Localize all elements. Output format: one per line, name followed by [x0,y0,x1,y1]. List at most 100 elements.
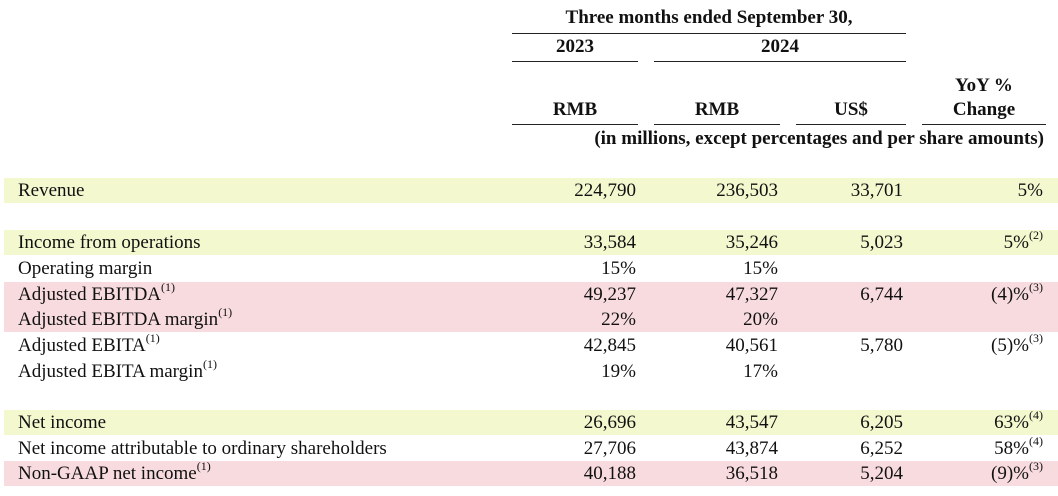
yoy-value: 5% [1003,232,1029,253]
yoy-value: 63% [994,412,1029,433]
cell-yoy-change: (4)%(3) [991,279,1043,307]
table-row: Revenue 224,790 236,503 33,701 5% [0,178,1058,203]
row-label: Revenue [18,178,84,203]
footnote-ref: (3) [1029,279,1043,294]
cell-rmb-2023: 42,845 [583,335,636,356]
cell-rmb-2024: 15% [743,258,778,279]
year-2024-rule [654,61,906,62]
cell-yoy-change: (9)%(3) [991,458,1043,486]
cell-rmb-2024: 40,561 [725,335,778,356]
cell-rmb-2023: 19% [601,361,636,382]
period-title-rule [512,33,906,34]
cell-rmb-2024: 43,547 [725,412,778,433]
yoy-value: 58% [994,438,1029,459]
table-row: Operating margin 15% 15% [0,256,1058,281]
cell-rmb-2023: 40,188 [583,463,636,484]
row-highlight [4,410,1058,435]
table-row: Net income 26,696 43,547 6,205 63%(4) [0,407,1058,435]
row-label-text: Adjusted EBITA [18,335,146,356]
cell-rmb-2023: 22% [601,309,636,330]
row-label-text: Adjusted EBITA margin [18,361,203,382]
table-row: Adjusted EBITA margin(1) 19% 17% [0,356,1058,384]
cell-rmb-2024: 20% [743,309,778,330]
col-usd-rule [796,124,906,125]
cell-rmb-2023: 49,237 [583,284,636,305]
cell-usd: 33,701 [850,180,903,201]
cell-yoy-change: (5)%(3) [991,330,1043,358]
cell-rmb-2024: 47,327 [725,284,778,305]
row-label: Income from operations [18,230,201,255]
table-row: Adjusted EBITDA(1) 49,237 47,327 6,744 (4)%(… [0,279,1058,307]
footnote-ref: (2) [1029,227,1043,242]
col-rmb-2024-rule [654,124,780,125]
cell-rmb-2023: 26,696 [583,412,636,433]
row-label-text: Adjusted EBITDA [18,284,162,305]
row-highlight [4,230,1058,255]
cell-usd: 5,780 [860,335,903,356]
footnote-ref: (4) [1029,407,1043,422]
yoy-value: (9)% [991,463,1029,484]
cell-rmb-2024: 35,246 [725,232,778,253]
row-label: Operating margin [18,256,152,281]
row-label-text: Adjusted EBITDA margin [18,309,219,330]
row-label-text: Income from operations [18,232,201,253]
footnote-ref: (1) [161,279,176,294]
table-row: Non-GAAP net income(1) 40,188 36,518 5,204 (… [0,458,1058,486]
year-2024-label: 2024 [761,36,799,57]
col-rmb-2023-rule [512,124,638,125]
row-label-text: Operating margin [18,258,153,279]
row-highlight [4,178,1058,203]
yoy-header-line2: Change [952,99,1016,120]
row-label: Non-GAAP net income(1) [18,458,211,486]
row-label: Net income [18,410,106,435]
cell-usd: 6,205 [860,412,903,433]
row-label-text: Revenue [18,180,85,201]
yoy-value: (5)% [991,335,1029,356]
cell-yoy-change: 5%(2) [1003,227,1043,255]
cell-usd: 6,744 [860,284,903,305]
row-label-text: Net income attributable to ordinary shar… [18,438,387,459]
table-row: Net income attributable to ordinary shar… [0,433,1058,461]
yoy-value: 5% [1017,180,1043,201]
footnote-ref: (3) [1029,458,1043,473]
table-row: Adjusted EBITDA margin(1) 22% 20% [0,304,1058,332]
cell-rmb-2024: 43,874 [725,438,778,459]
row-label-text: Net income [18,412,107,433]
col-rmb-2024-header: RMB [694,99,740,120]
cell-usd: 5,023 [860,232,903,253]
row-highlight [4,307,1058,332]
col-usd-header: US$ [834,99,868,120]
yoy-header-rule [922,124,1046,125]
row-label: Adjusted EBITDA(1) [18,279,176,307]
cell-usd: 5,204 [860,463,903,484]
footnote-ref: (1) [218,304,233,319]
period-title: Three months ended September 30, [565,7,853,28]
footnote-ref: (4) [1029,433,1043,448]
row-label: Adjusted EBITA margin(1) [18,356,217,384]
row-label-text: Non-GAAP net income [18,463,197,484]
footnote-ref: (3) [1029,330,1043,345]
cell-rmb-2024: 17% [743,361,778,382]
footnote-ref: (1) [202,356,217,371]
cell-rmb-2023: 224,790 [574,180,636,201]
table-row: Adjusted EBITA(1) 42,845 40,561 5,780 (5)%(3… [0,330,1058,358]
table-row: Income from operations 33,584 35,246 5,023 5… [0,227,1058,255]
cell-rmb-2023: 33,584 [583,232,636,253]
footnote-ref: (1) [196,458,211,473]
row-highlight [4,461,1058,486]
cell-yoy-change: 63%(4) [994,407,1043,435]
row-label: Adjusted EBITA(1) [18,330,160,358]
cell-yoy-change: 5% [1018,178,1043,203]
units-note: (in millions, except percentages and per… [594,128,1044,149]
cell-rmb-2023: 15% [601,258,636,279]
yoy-value: (4)% [991,284,1029,305]
col-rmb-2023-header: RMB [552,99,598,120]
cell-yoy-change: 58%(4) [994,433,1043,461]
cell-usd: 6,252 [860,438,903,459]
yoy-header-line1: YoY % [955,75,1013,96]
footnote-ref: (1) [145,330,160,345]
cell-rmb-2023: 27,706 [583,438,636,459]
row-highlight [4,282,1058,307]
cell-rmb-2024: 236,503 [716,180,778,201]
year-2023-rule [512,61,638,62]
